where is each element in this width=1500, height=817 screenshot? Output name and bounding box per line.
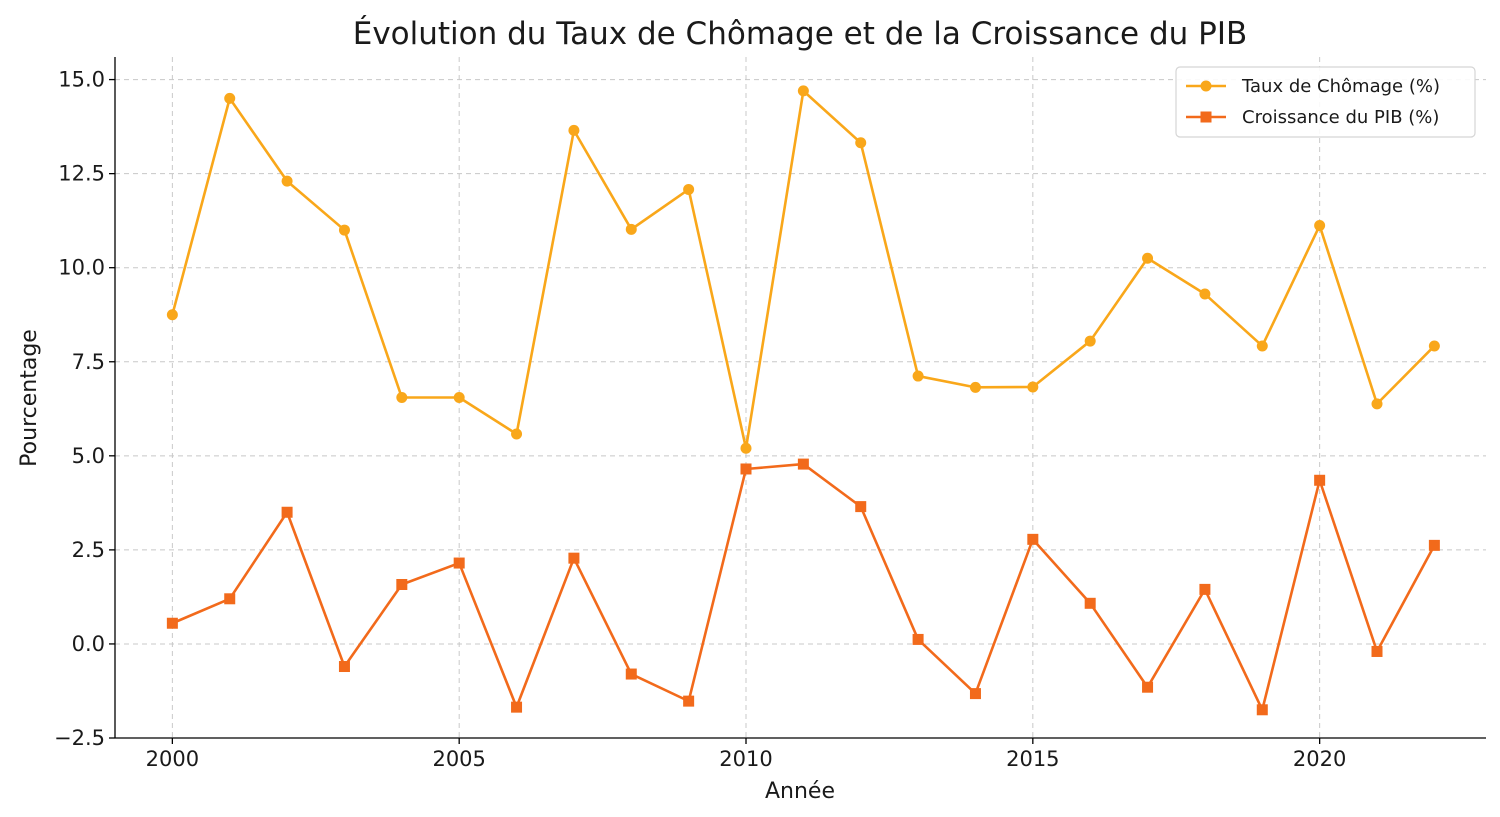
- data-point: [855, 501, 867, 513]
- legend-label-unemployment: Taux de Chômage (%): [1241, 76, 1440, 97]
- data-point: [224, 593, 236, 605]
- data-point: [453, 557, 465, 569]
- data-point: [969, 688, 981, 700]
- data-point: [1084, 335, 1096, 347]
- series-line: [171, 89, 1436, 450]
- y-tick-label: 7.5: [72, 350, 105, 374]
- data-point: [797, 458, 809, 470]
- y-tick-label: 0.0: [72, 632, 105, 656]
- data-point: [338, 224, 350, 236]
- data-point: [1027, 533, 1039, 545]
- data-point: [1199, 288, 1211, 300]
- data-point: [1199, 583, 1211, 595]
- legend-marker-gdp: [1200, 111, 1212, 123]
- data-point: [1428, 340, 1440, 352]
- data-point: [166, 617, 178, 629]
- data-point: [625, 668, 637, 680]
- legend-label-gdp: Croissance du PIB (%): [1242, 107, 1439, 128]
- data-point: [1371, 398, 1383, 410]
- data-point: [396, 392, 408, 403]
- data-point: [625, 223, 637, 235]
- data-point: [1142, 252, 1154, 264]
- data-point: [453, 392, 465, 403]
- data-point: [1314, 220, 1326, 232]
- x-tick-label: 2020: [1293, 747, 1346, 771]
- data-point: [1428, 539, 1440, 551]
- ticks: 2000 2005 2010 2015 2020 −2.5 0.0 2.5 5.0 7.5 10.0…: [54, 68, 1346, 771]
- series-layer: [166, 85, 1440, 716]
- data-point: [740, 442, 752, 454]
- data-point: [166, 309, 178, 321]
- data-point: [281, 175, 293, 187]
- data-point: [281, 506, 293, 518]
- series-line: [171, 462, 1436, 712]
- legend: Taux de Chômage (%) Croissance du PIB (%…: [1175, 66, 1476, 138]
- data-point: [1371, 645, 1383, 657]
- y-tick-label: 10.0: [58, 256, 105, 280]
- x-axis-label: Année: [765, 779, 835, 804]
- y-tick-label: 5.0: [72, 444, 105, 468]
- data-point: [912, 633, 924, 645]
- data-point: [511, 701, 523, 713]
- data-point: [1256, 704, 1268, 716]
- data-point: [1256, 340, 1268, 352]
- y-tick-label: 12.5: [58, 162, 105, 186]
- legend-marker-unemployment: [1200, 80, 1212, 92]
- y-axis-label: Pourcentage: [17, 329, 42, 467]
- legend-box: [1175, 66, 1476, 138]
- data-point: [1314, 474, 1326, 486]
- data-point: [969, 381, 981, 393]
- data-point: [797, 85, 809, 97]
- data-point: [1142, 681, 1154, 693]
- y-tick-label: 2.5: [72, 538, 105, 562]
- data-point: [396, 578, 408, 590]
- series-1: [166, 85, 1440, 454]
- data-point: [338, 661, 350, 673]
- x-tick-label: 2010: [719, 747, 772, 771]
- data-point: [1027, 381, 1039, 393]
- x-tick-label: 2015: [1006, 747, 1059, 771]
- data-point: [683, 695, 695, 707]
- data-point: [568, 124, 580, 136]
- data-point: [511, 428, 523, 440]
- series-2: [166, 458, 1440, 716]
- y-tick-label: −2.5: [54, 726, 105, 750]
- data-point: [855, 137, 867, 149]
- data-point: [224, 92, 236, 104]
- data-point: [740, 463, 752, 475]
- data-point: [568, 552, 580, 564]
- data-point: [683, 183, 695, 195]
- y-tick-label: 15.0: [58, 68, 105, 92]
- x-tick-label: 2005: [432, 747, 485, 771]
- data-point: [912, 370, 924, 382]
- x-tick-label: 2000: [146, 747, 199, 771]
- data-point: [1084, 597, 1096, 609]
- chart-title: Évolution du Taux de Chômage et de la Cr…: [353, 16, 1248, 52]
